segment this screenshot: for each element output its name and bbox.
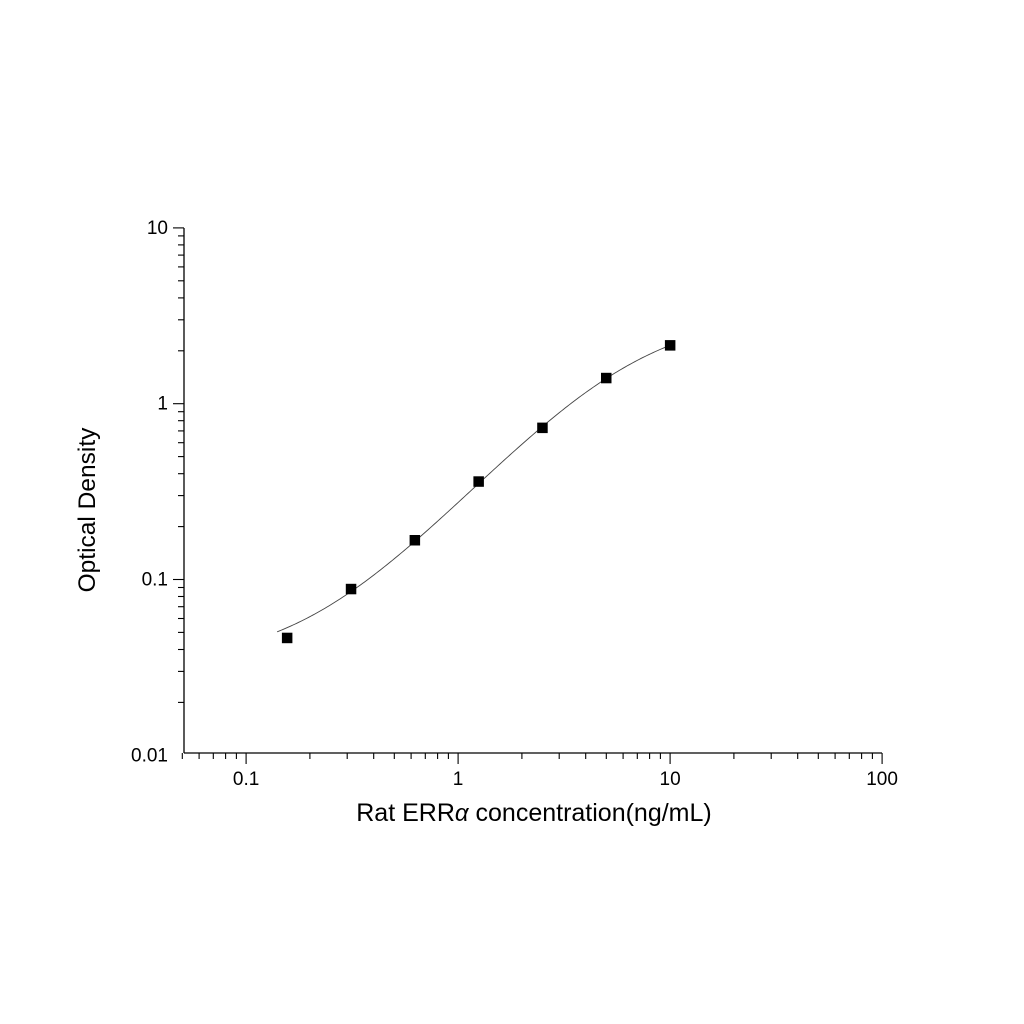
svg-text:Optical Density: Optical Density [74,427,101,593]
svg-text:10: 10 [660,769,681,790]
svg-text:1: 1 [157,394,168,415]
svg-text:10: 10 [147,218,168,239]
svg-text:0.01: 0.01 [131,745,168,766]
svg-text:100: 100 [866,769,898,790]
svg-text:Rat ERRα concentration(ng/mL: Rat ERRα concentration(ng/mL) [356,799,712,827]
svg-text:1: 1 [453,769,464,790]
svg-text:0.1: 0.1 [233,769,259,790]
svg-text:0.1: 0.1 [142,570,168,591]
